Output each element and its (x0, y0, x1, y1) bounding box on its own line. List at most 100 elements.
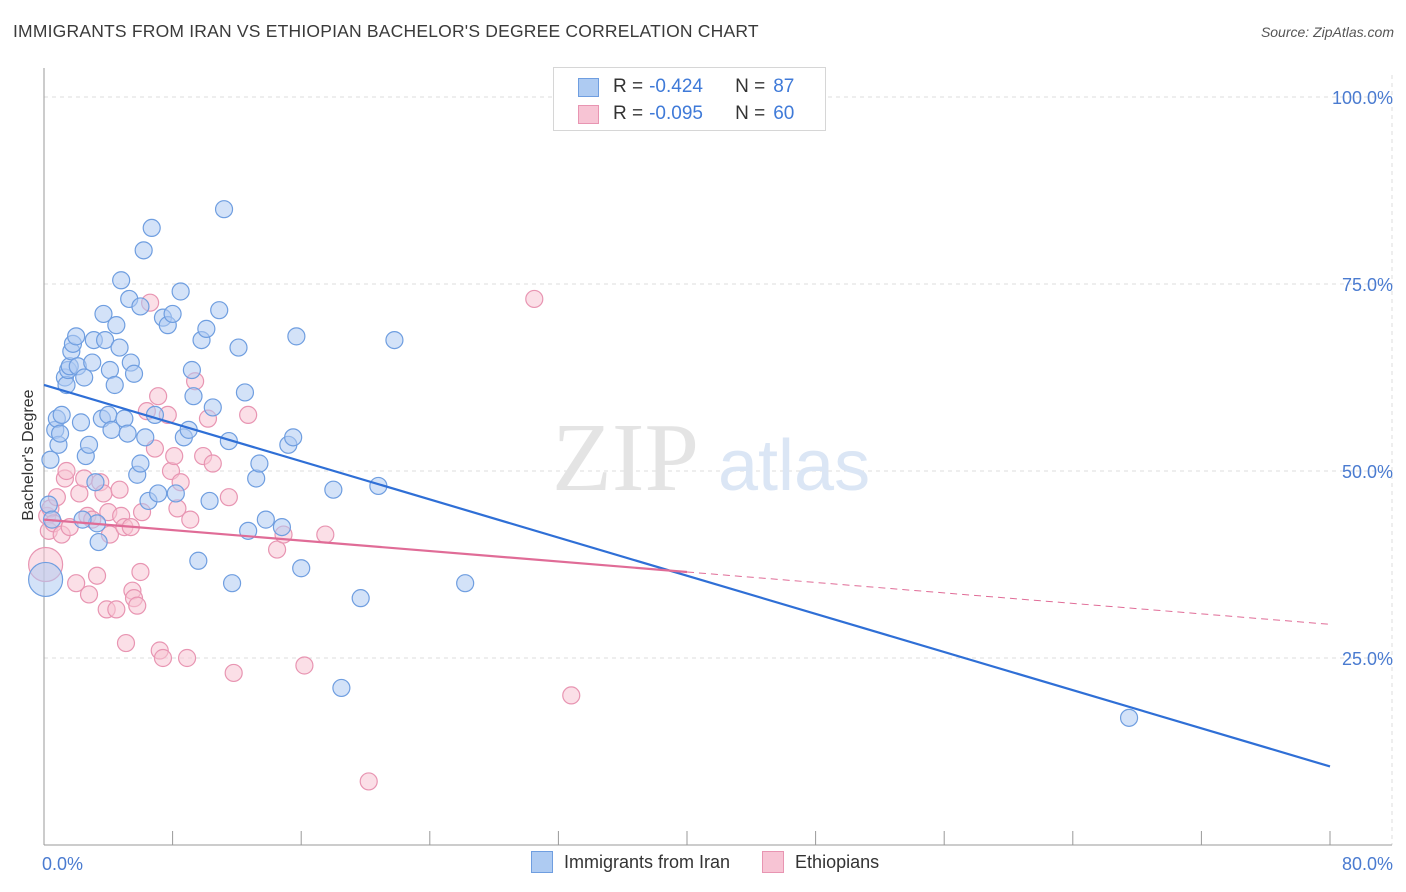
data-point-iran (136, 428, 155, 447)
data-point-iran (200, 491, 219, 511)
data-point-ethiopians (149, 387, 168, 406)
data-point-iran (287, 327, 306, 346)
data-point-iran (1119, 708, 1139, 727)
data-point-iran (197, 319, 216, 338)
data-point-iran (95, 331, 115, 350)
data-point-ethiopians (203, 454, 222, 473)
data-point-ethiopians (107, 600, 126, 619)
data-point-ethiopians (153, 648, 173, 668)
data-point-iran (292, 559, 311, 578)
data-point-iran (86, 473, 105, 492)
data-point-ethiopians (67, 574, 86, 593)
data-point-iran (41, 450, 60, 469)
bottom-legend-ethiopians: Ethiopians (795, 851, 880, 872)
data-point-iran (99, 405, 118, 424)
legend-swatch-blue (578, 77, 599, 97)
data-point-iran (39, 495, 58, 514)
data-point-ethiopians (110, 480, 129, 499)
data-point-ethiopians (224, 663, 243, 683)
legend-swatch-pink (578, 104, 599, 124)
data-point-iran (210, 301, 229, 320)
data-point-iran (219, 431, 238, 451)
data-point-iran (79, 435, 99, 454)
legend-r-label: R = (613, 76, 644, 97)
data-point-iran (189, 551, 208, 570)
legend-r-label: R = (613, 103, 644, 124)
data-point-iran (67, 327, 86, 346)
chart-source: Source: ZipAtlas.com (1260, 24, 1394, 40)
data-point-iran (110, 338, 129, 357)
data-point-iran (324, 480, 343, 499)
data-point-iran (456, 574, 475, 593)
data-point-ethiopians (239, 405, 258, 424)
trend-line-ethiopians-dashed (686, 571, 1331, 625)
data-point-iran (94, 304, 113, 324)
y-axis-label: Bachelor's Degree (20, 389, 37, 520)
data-point-ethiopians (57, 461, 76, 481)
legend-row-ethiopians: R = -0.095 N = 60 (578, 102, 794, 126)
data-point-ethiopians (128, 596, 147, 615)
watermark: ZIP atlas (552, 404, 870, 512)
y-tick-label: 50.0% (1342, 462, 1393, 482)
bottom-legend-iran: Immigrants from Iran (564, 851, 731, 872)
chart-title: IMMIGRANTS FROM IRAN VS ETHIOPIAN BACHEL… (13, 21, 759, 41)
data-point-ethiopians (562, 686, 581, 705)
data-point-iran (107, 316, 126, 335)
data-point-ethiopians (267, 540, 287, 559)
data-point-iran (115, 409, 134, 428)
series-immigrants-from-iran (28, 200, 1139, 727)
bottom-legend: Immigrants from Iran Ethiopians (531, 851, 879, 873)
data-point-ethiopians (79, 585, 99, 604)
grid-lines (44, 75, 1393, 845)
data-point-iran (28, 561, 64, 598)
data-point-iran (235, 383, 255, 402)
data-point-iran (284, 428, 303, 447)
y-tick-label: 25.0% (1342, 649, 1393, 669)
data-point-ethiopians (219, 488, 238, 507)
trend-line-iran (43, 383, 1331, 768)
x-tick-label: 0.0% (42, 854, 83, 874)
y-tick-label: 100.0% (1332, 88, 1393, 108)
data-point-iran (83, 353, 102, 372)
data-point-iran (105, 375, 124, 395)
data-point-iran (131, 297, 150, 316)
bottom-legend-swatch-pink (762, 851, 785, 873)
data-point-iran (250, 454, 269, 473)
data-point-iran (145, 405, 165, 424)
data-point-iran (89, 532, 108, 552)
trend-line-ethiopians (43, 518, 688, 574)
data-point-iran (142, 218, 161, 237)
data-point-ethiopians (116, 633, 136, 653)
data-point-iran (332, 678, 351, 698)
data-point-iran (163, 304, 182, 324)
data-point-ethiopians (87, 566, 107, 585)
data-point-ethiopians (316, 525, 335, 544)
data-point-ethiopians (165, 446, 184, 466)
data-point-iran (118, 424, 137, 443)
tick-labels: 25.0% 50.0% 75.0% 100.0% 0.0% 80.0% (42, 88, 1393, 874)
bottom-legend-swatch-blue (531, 851, 553, 873)
data-point-iran (229, 338, 248, 357)
data-point-iran (182, 360, 201, 380)
legend-r-value: -0.095 (649, 103, 703, 124)
data-point-ethiopians (359, 772, 378, 791)
data-point-iran (75, 368, 94, 387)
data-point-iran (124, 364, 144, 383)
stats-legend: R = -0.424 N = 87 R = -0.095 N = 60 (553, 67, 826, 131)
data-point-ethiopians (295, 656, 314, 675)
data-point-iran (222, 574, 242, 593)
data-point-iran (149, 484, 168, 503)
data-point-iran (203, 398, 222, 417)
legend-r-value: -0.424 (649, 76, 703, 97)
data-point-iran (71, 413, 91, 432)
legend-row-iran: R = -0.424 N = 87 (578, 75, 794, 99)
legend-n-value: 87 (773, 76, 795, 97)
data-point-iran (52, 405, 71, 424)
watermark-zip: ZIP (552, 404, 699, 512)
data-point-iran (73, 510, 92, 529)
data-point-ethiopians (181, 510, 200, 529)
data-point-iran (247, 469, 266, 488)
data-point-ethiopians (525, 289, 544, 309)
data-point-iran (171, 282, 190, 301)
